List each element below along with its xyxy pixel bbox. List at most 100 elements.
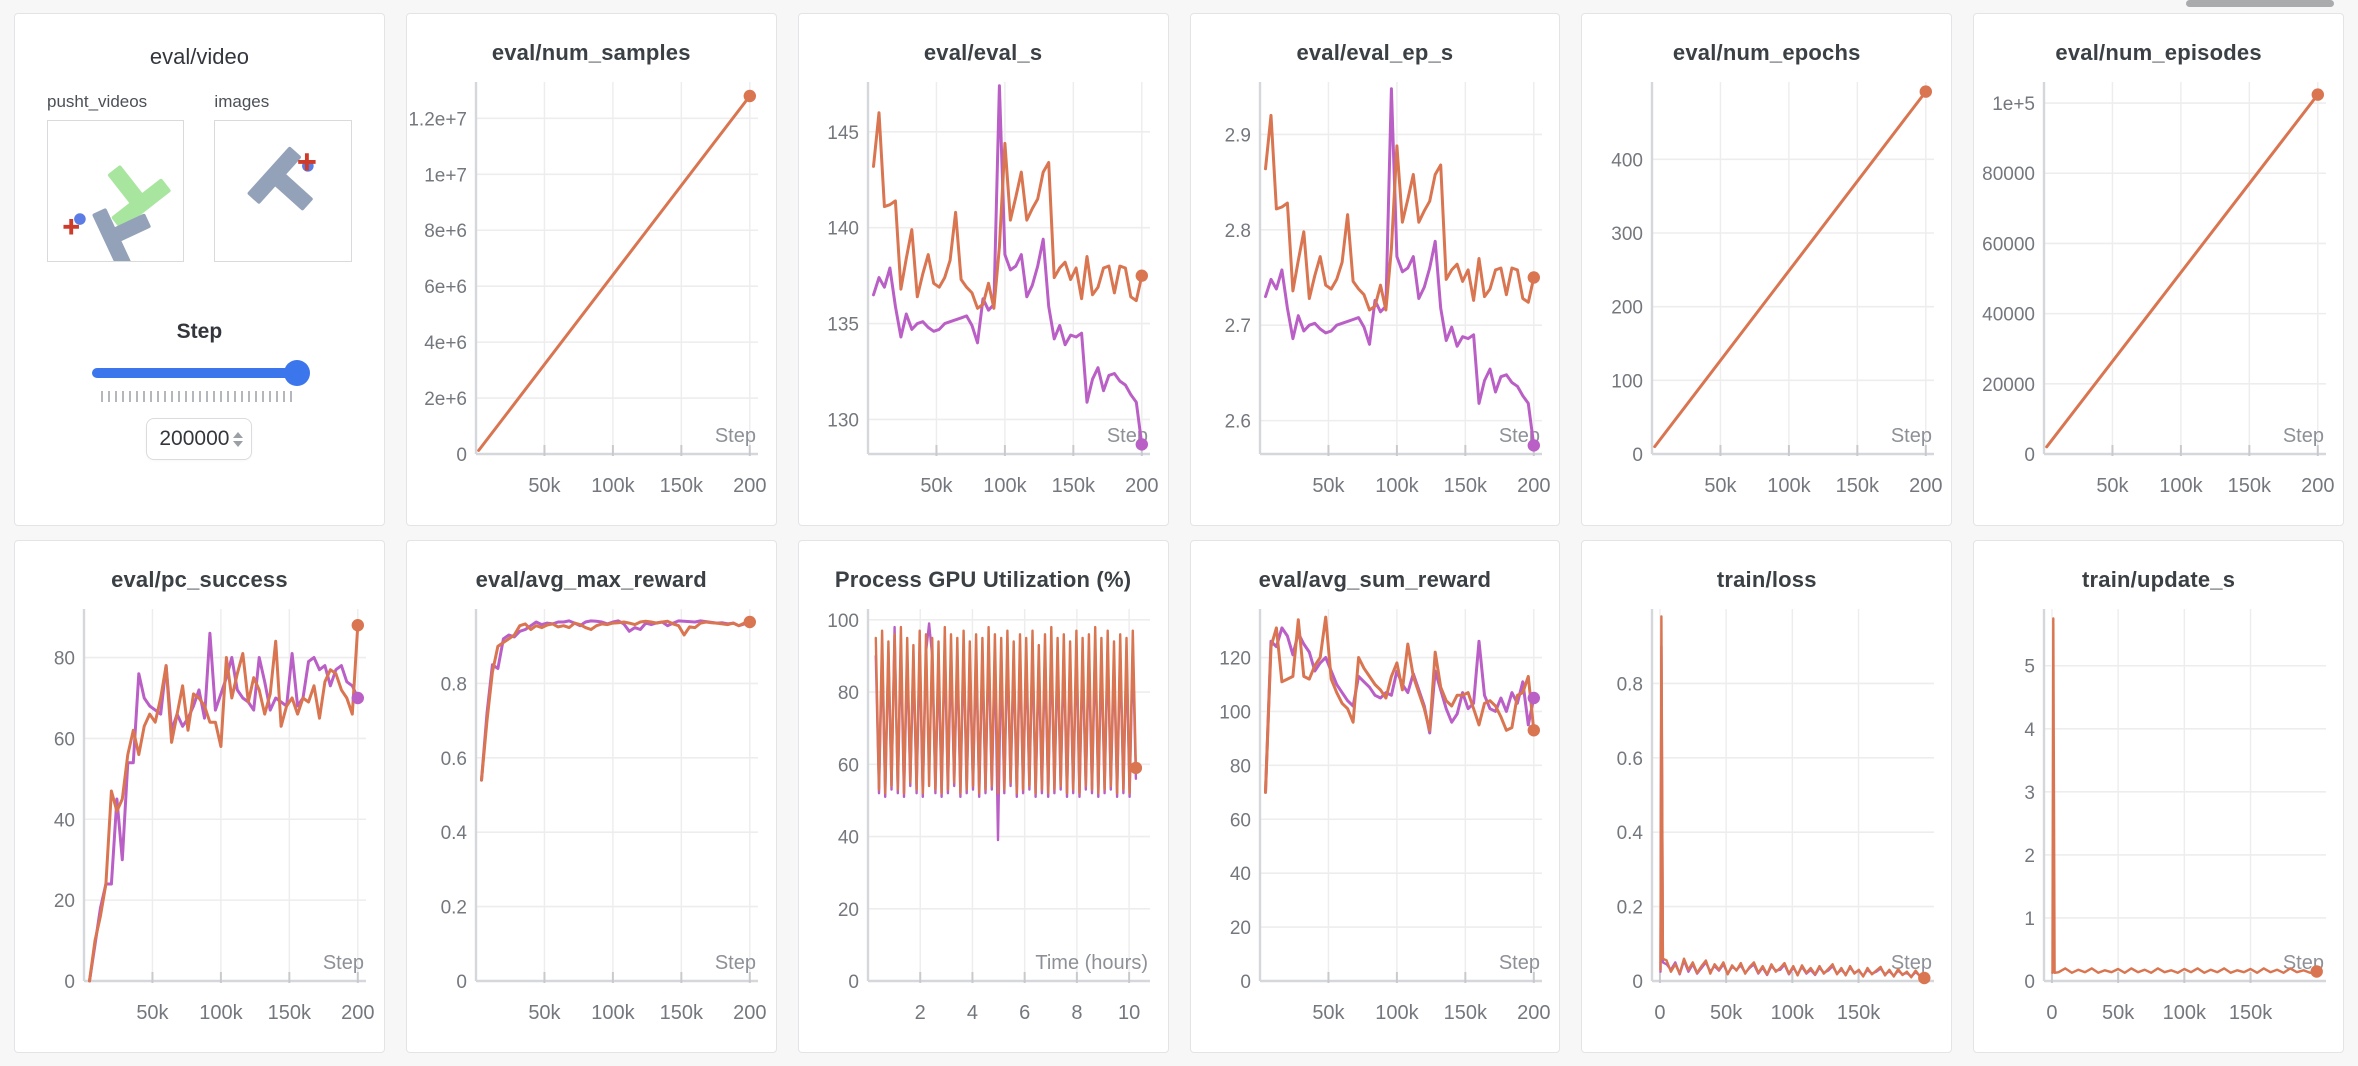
svg-text:2.9: 2.9 — [1224, 125, 1250, 146]
panel-eval-eval-s[interactable]: eval/eval_s 130 135 140 145 50k 100k 150k 200 St… — [797, 13, 1169, 526]
panel-train-loss[interactable]: train/loss 0 0.2 0.4 0.6 0.8 0 50k 100k 150k Step — [1581, 540, 1953, 1053]
svg-text:0: 0 — [65, 972, 76, 993]
step-value-stepper[interactable] — [146, 418, 253, 460]
svg-text:140: 140 — [827, 219, 859, 240]
svg-text:20: 20 — [838, 900, 859, 921]
svg-text:Step: Step — [1891, 425, 1932, 447]
line-chart[interactable]: 0 1 2 3 4 5 0 50k 100k 150k Step — [1978, 599, 2340, 1041]
line-chart[interactable]: 0 2e+6 4e+6 6e+6 8e+6 1e+7 1.2e+7 50k 100k 150k 20… — [410, 72, 772, 514]
svg-text:150k: 150k — [1444, 475, 1488, 497]
line-chart[interactable]: 0 20000 40000 60000 80000 1e+5 50k 100k 150k 200 S… — [1978, 72, 2340, 514]
svg-text:150k: 150k — [2228, 1002, 2272, 1024]
svg-text:Time (hours): Time (hours) — [1035, 952, 1148, 974]
svg-text:0.4: 0.4 — [1616, 823, 1643, 844]
panel-eval-video[interactable]: eval/video pusht_videos — [14, 13, 385, 526]
step-slider[interactable] — [92, 360, 311, 386]
line-chart[interactable]: 130 135 140 145 50k 100k 150k 200 Step — [802, 72, 1164, 514]
svg-text:50k: 50k — [137, 1002, 170, 1024]
chart-title: eval/avg_max_reward — [475, 567, 707, 592]
svg-text:80: 80 — [1230, 756, 1251, 777]
line-chart[interactable]: 0 0.2 0.4 0.6 0.8 50k 100k 150k 200 Step — [410, 599, 772, 1041]
panel-process-gpu-utilization[interactable]: Process GPU Utilization (%) 0 20 40 60 80 100… — [797, 540, 1169, 1053]
svg-text:200: 200 — [342, 1002, 375, 1024]
slider-track[interactable] — [92, 368, 307, 378]
svg-text:50k: 50k — [2102, 1002, 2135, 1024]
svg-text:150k: 150k — [1835, 475, 1879, 497]
svg-text:50k: 50k — [920, 475, 953, 497]
svg-text:6e+6: 6e+6 — [424, 277, 467, 298]
svg-text:60: 60 — [54, 729, 75, 750]
svg-text:0: 0 — [457, 972, 468, 993]
svg-text:150k: 150k — [268, 1002, 312, 1024]
svg-text:400: 400 — [1611, 150, 1643, 171]
stepper-spin-buttons — [233, 431, 244, 447]
svg-text:0: 0 — [1632, 972, 1643, 993]
line-chart[interactable]: 2.6 2.7 2.8 2.9 50k 100k 150k 200 Step — [1194, 72, 1556, 514]
svg-text:200: 200 — [1611, 298, 1643, 319]
horizontal-scrollbar-thumb[interactable] — [2186, 0, 2334, 7]
panel-eval-avg-sum-reward[interactable]: eval/avg_sum_reward 0 20 40 60 80 100 120 50k 10… — [1189, 540, 1561, 1053]
svg-text:50k: 50k — [1312, 1002, 1345, 1024]
svg-text:50k: 50k — [2096, 475, 2129, 497]
panel-eval-avg-max-reward[interactable]: eval/avg_max_reward 0 0.2 0.4 0.6 0.8 50k 100k… — [405, 540, 777, 1053]
svg-text:Step: Step — [1499, 952, 1540, 974]
step-value-input[interactable] — [155, 426, 234, 452]
chart-title: eval/num_episodes — [2055, 40, 2262, 65]
svg-text:50k: 50k — [1312, 475, 1345, 497]
svg-text:80: 80 — [54, 649, 75, 670]
svg-text:200: 200 — [1909, 475, 1942, 497]
chart-title: Process GPU Utilization (%) — [834, 567, 1132, 592]
chevron-up-icon[interactable] — [233, 431, 244, 438]
svg-text:20: 20 — [1230, 918, 1251, 939]
panel-train-update-s[interactable]: train/update_s 0 1 2 3 4 5 0 50k 100k 150k Step — [1973, 540, 2344, 1053]
svg-text:1e+5: 1e+5 — [1992, 94, 2035, 115]
svg-text:100k: 100k — [1375, 1002, 1419, 1024]
svg-text:8: 8 — [1071, 1002, 1082, 1024]
panel-eval-num-episodes[interactable]: eval/num_episodes 0 20000 40000 60000 80000 1… — [1973, 13, 2344, 526]
svg-text:40000: 40000 — [1982, 305, 2035, 326]
svg-text:2e+6: 2e+6 — [424, 389, 467, 410]
svg-text:100: 100 — [1611, 371, 1643, 392]
panel-eval-eval-ep-s[interactable]: eval/eval_ep_s 2.6 2.7 2.8 2.9 50k 100k 150k 20… — [1189, 13, 1561, 526]
media-item-pusht-videos: pusht_videos — [47, 92, 185, 269]
svg-text:50k: 50k — [529, 1002, 562, 1024]
svg-text:145: 145 — [827, 123, 859, 144]
svg-text:100k: 100k — [591, 1002, 635, 1024]
media-row: pusht_videos — [47, 92, 352, 269]
media-label: pusht_videos — [47, 92, 148, 111]
svg-text:300: 300 — [1611, 224, 1643, 245]
svg-text:80: 80 — [838, 683, 859, 704]
media-item-images: images — [214, 92, 352, 262]
svg-text:2.8: 2.8 — [1224, 221, 1250, 242]
line-chart[interactable]: 0 0.2 0.4 0.6 0.8 0 50k 100k 150k Step — [1586, 599, 1948, 1041]
slider-tick-marks — [101, 391, 298, 402]
svg-text:0.8: 0.8 — [1616, 674, 1642, 695]
svg-text:20000: 20000 — [1982, 375, 2035, 396]
pusht-video-thumbnail[interactable] — [47, 120, 185, 269]
svg-text:100k: 100k — [2162, 1002, 2206, 1024]
svg-text:Step: Step — [715, 952, 756, 974]
svg-text:2: 2 — [2024, 846, 2035, 867]
line-chart[interactable]: 0 20 40 60 80 100 120 50k 100k 150k 200 Step — [1194, 599, 1556, 1041]
line-chart[interactable]: 0 20 40 60 80 100 2 4 6 8 10 Time (hours) — [802, 599, 1164, 1041]
line-chart[interactable]: 0 100 200 300 400 50k 100k 150k 200 Step — [1586, 72, 1948, 514]
svg-text:2.6: 2.6 — [1224, 412, 1250, 433]
panel-eval-num-samples[interactable]: eval/num_samples 0 2e+6 4e+6 6e+6 8e+6 1e+7 1.… — [405, 13, 777, 526]
line-chart[interactable]: 0 20 40 60 80 50k 100k 150k 200 Step — [18, 599, 380, 1041]
svg-text:0: 0 — [457, 445, 468, 466]
images-thumbnail[interactable] — [214, 120, 352, 262]
chart-title: train/loss — [1716, 567, 1817, 592]
svg-text:100k: 100k — [591, 475, 635, 497]
svg-text:200: 200 — [1517, 475, 1550, 497]
svg-text:50k: 50k — [529, 475, 562, 497]
svg-text:1: 1 — [2024, 909, 2035, 930]
svg-text:40: 40 — [1230, 864, 1251, 885]
slider-thumb[interactable] — [284, 360, 311, 386]
chart-title: eval/num_epochs — [1672, 40, 1861, 65]
svg-text:40: 40 — [54, 810, 75, 831]
svg-text:60000: 60000 — [1982, 234, 2035, 255]
panel-eval-num-epochs[interactable]: eval/num_epochs 0 100 200 300 400 50k 100k 150k… — [1581, 13, 1953, 526]
chevron-down-icon[interactable] — [233, 440, 244, 447]
panel-eval-pc-success[interactable]: eval/pc_success 0 20 40 60 80 50k 100k 150k 200 S… — [14, 540, 385, 1053]
svg-text:Step: Step — [1891, 952, 1932, 974]
